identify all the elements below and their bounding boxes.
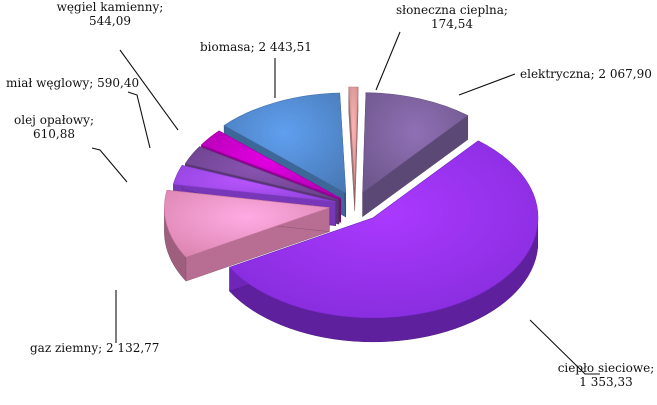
leader-line-mial-weglowy <box>127 91 151 149</box>
data-label-sloneczna-cieplna-line1: słoneczna cieplna; <box>396 3 508 17</box>
data-label-biomasa: biomasa; 2 443,51 <box>200 40 312 54</box>
data-label-gaz-ziemny: gaz ziemny; 2 132,77 <box>30 341 159 355</box>
pie-slice-cieplo-sieciowe <box>229 140 539 319</box>
data-label-sloneczna-cieplna-line2: 174,54 <box>431 17 473 31</box>
data-label-wegiel-kamienny-line1: węgiel kamienny; <box>57 0 164 14</box>
pie-labels: elektryczna; 2 067,90 ciepło sieciowe;1 3… <box>6 0 654 389</box>
data-label-olej-opalowy-line2: 610,88 <box>33 127 75 141</box>
pie-slice-biomasa <box>223 92 347 194</box>
leader-line-sloneczna-cieplna <box>375 31 401 91</box>
pie-slice-elektryczna <box>362 92 469 194</box>
data-label-cieplo-sieciowe-line2: 1 353,33 <box>579 375 632 389</box>
leader-line-olej-opalowy <box>91 147 128 183</box>
data-label-wegiel-kamienny-line2: 544,09 <box>89 14 131 28</box>
data-label-elektryczna: elektryczna; 2 067,90 <box>520 67 652 81</box>
pie-slice-mial-weglowy <box>184 146 340 201</box>
pie-slice-sloneczna-cieplna <box>348 86 359 188</box>
pie-slice-gaz-ziemny <box>164 189 330 258</box>
leader-line-wegiel-kamienny <box>119 49 179 131</box>
data-label-cieplo-sieciowe-line1: ciepło sieciowe; <box>558 361 655 375</box>
pie-slice-olej-opalowy <box>172 164 336 203</box>
data-label-mial-weglowy: miał węglowy; 590,40 <box>6 76 139 90</box>
pie-top-layer <box>164 86 539 319</box>
data-label-olej-opalowy-line1: olej opałowy; <box>14 113 94 127</box>
pie-slice-wegiel-kamienny <box>200 130 341 199</box>
leader-line-cieplo-sieciowe <box>529 319 600 375</box>
leader-line-elektryczna <box>458 73 516 96</box>
